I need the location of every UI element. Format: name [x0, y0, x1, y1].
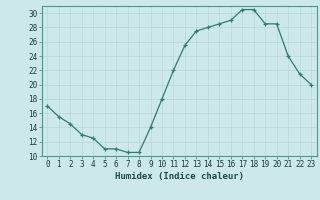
X-axis label: Humidex (Indice chaleur): Humidex (Indice chaleur)	[115, 172, 244, 181]
